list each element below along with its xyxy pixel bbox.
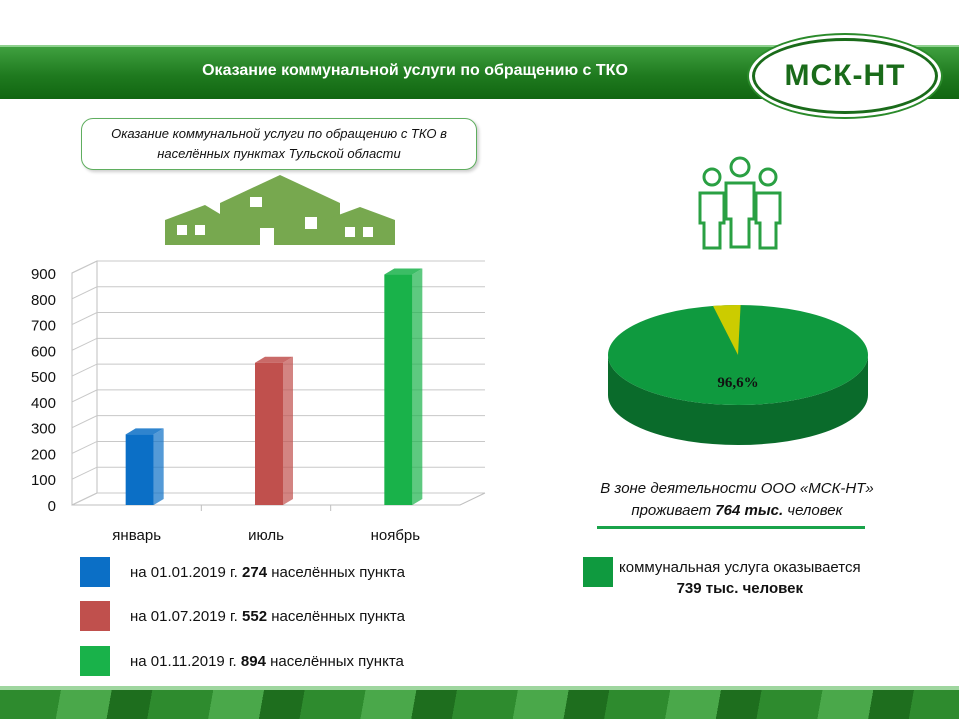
bar-side: [153, 428, 164, 505]
pie-chart: 96,6%: [608, 305, 868, 445]
pie-data-label: 96,6%: [717, 375, 758, 391]
legend-item-july: на 01.07.2019 г. 552 населённых пункта: [80, 601, 405, 631]
bar-top: [384, 268, 423, 275]
pie-legend-item: коммунальная услуга оказывается 739 тыс.…: [583, 557, 861, 599]
pie-side: [608, 355, 868, 445]
legend-swatch: [80, 646, 110, 676]
y-tick-label: 0: [48, 498, 56, 515]
gridline: [71, 415, 485, 429]
gridline: [71, 389, 485, 403]
chart-side-wall: [71, 260, 98, 506]
y-tick-label: 200: [31, 446, 56, 463]
bar: [384, 274, 413, 505]
y-tick-label: 800: [31, 292, 56, 309]
x-tick-label: январь: [112, 527, 161, 544]
bar: [125, 434, 154, 505]
bar-top: [125, 428, 164, 435]
caption-underline: [597, 526, 865, 529]
gridline: [71, 337, 485, 351]
x-tick-label: июль: [248, 527, 284, 544]
legend-label: на 01.11.2019 г. 894 населённых пункта: [130, 652, 404, 670]
pie-caption-line2: проживает 764 тыс. человек: [631, 502, 843, 519]
houses-icon: [165, 175, 395, 245]
gridline: [71, 286, 485, 300]
company-logo: МСК-НТ: [752, 38, 938, 114]
footer-stripe: [0, 686, 959, 690]
page-title: Оказание коммунальной услуги по обращени…: [202, 62, 628, 79]
logo-text: МСК-НТ: [784, 59, 906, 92]
legend-label: на 01.01.2019 г. 274 населённых пункта: [130, 563, 405, 581]
y-tick-label: 100: [31, 472, 56, 489]
y-tick-label: 400: [31, 395, 56, 412]
gridline: [71, 260, 485, 274]
chart-callout: Оказание коммунальной услуги по обращени…: [81, 118, 477, 170]
bar: [255, 362, 283, 505]
y-tick-label: 300: [31, 421, 56, 438]
bar-top: [255, 356, 293, 363]
y-tick-label: 600: [31, 343, 56, 360]
gridline: [71, 440, 485, 454]
people-icon: [698, 156, 782, 250]
pie-legend-text: коммунальная услуга оказывается 739 тыс.…: [619, 559, 861, 597]
y-tick-label: 700: [31, 318, 56, 335]
legend-swatch: [80, 601, 110, 631]
x-tick-label: ноябрь: [371, 527, 421, 544]
pie-caption: В зоне деятельности ООО «МСК-НТ» прожива…: [572, 478, 902, 522]
bar-side: [283, 356, 293, 505]
gridline: [71, 363, 485, 377]
legend-swatch: [80, 557, 110, 587]
y-tick-label: 500: [31, 369, 56, 386]
bar-side: [412, 268, 423, 505]
bar-chart: 0 100 200 300 400 500 600 700 800 900 январь июль н…: [31, 260, 486, 544]
y-tick-label: 900: [31, 266, 56, 283]
legend-item-january: на 01.01.2019 г. 274 населённых пункта: [80, 557, 405, 587]
pie-slice: [712, 305, 741, 355]
legend-label: на 01.07.2019 г. 552 населённых пункта: [130, 607, 405, 625]
gridline: [71, 466, 485, 480]
footer-band: [0, 690, 959, 719]
pie-caption-line1: В зоне деятельности ООО «МСК-НТ»: [600, 480, 874, 497]
gridline: [71, 312, 485, 326]
gridline: [71, 492, 485, 506]
legend-swatch: [583, 557, 613, 587]
legend-item-november: на 01.11.2019 г. 894 населённых пункта: [80, 646, 404, 676]
